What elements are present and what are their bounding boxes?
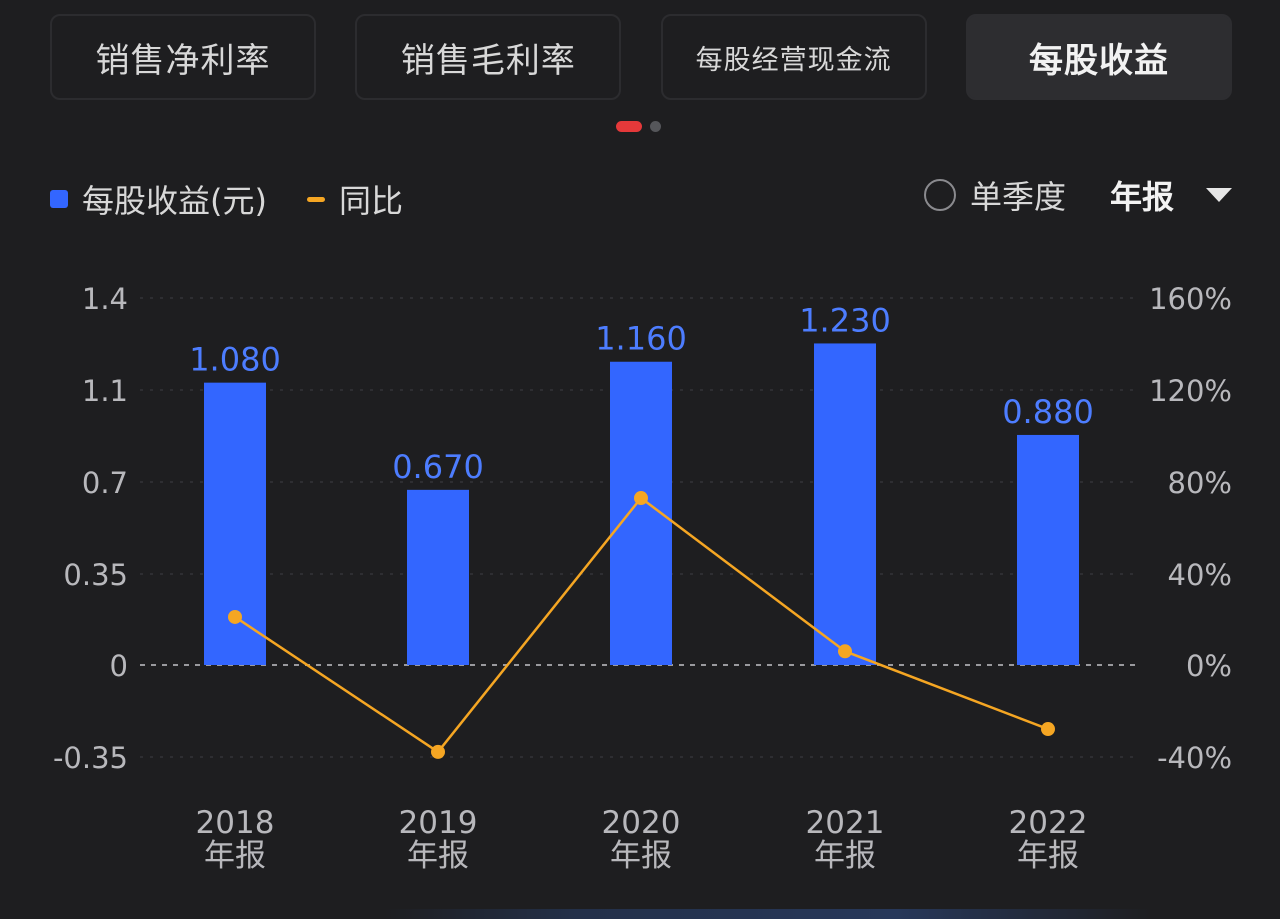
legend-bar-label: 每股收益(元) <box>82 182 267 220</box>
y-right-tick-label: 80% <box>1168 466 1232 500</box>
bar <box>1017 434 1079 665</box>
x-tick-label-sub: 年报 <box>1017 838 1079 874</box>
y-left-tick-label: 1.1 <box>82 374 128 408</box>
page-dot-active <box>616 121 642 132</box>
page-indicator <box>616 121 661 132</box>
x-tick-label-sub: 年报 <box>407 838 469 874</box>
y-left-tick-label: 0 <box>110 649 128 683</box>
bar-value-label: 1.160 <box>595 320 687 358</box>
yoy-point <box>838 644 852 659</box>
tab-operating-cash-flow-per-share[interactable]: 每股经营现金流 <box>660 14 927 100</box>
indicator-tabs: 销售净利率 销售毛利率 每股经营现金流 每股收益 <box>50 14 1232 102</box>
period-controls: 单季度 年报 <box>923 172 1232 218</box>
x-tick-label-sub: 年报 <box>204 838 266 874</box>
yoy-point <box>1041 722 1055 737</box>
yoy-point <box>431 744 445 759</box>
yoy-point <box>634 491 648 506</box>
legend-line-swatch <box>306 196 325 202</box>
triangle-down-icon[interactable] <box>1206 188 1232 202</box>
tab-eps[interactable]: 每股收益 <box>965 14 1232 100</box>
x-tick-label-sub: 年报 <box>610 838 672 874</box>
x-tick-label-sub: 年报 <box>814 838 876 874</box>
chart-legend: 每股收益(元) 同比 <box>50 176 403 222</box>
legend-bar-swatch <box>50 190 68 208</box>
y-right-tick-label: 40% <box>1168 558 1232 592</box>
page-dot <box>650 121 661 132</box>
x-tick-label: 2020 <box>602 805 681 841</box>
y-left-tick-label: 0.35 <box>63 558 128 592</box>
bar-value-label: 0.880 <box>1002 393 1094 431</box>
bar-value-label: 1.080 <box>189 341 281 379</box>
x-tick-label: 2021 <box>806 805 885 841</box>
radio-unchecked-icon[interactable] <box>923 179 956 211</box>
legend-line-label: 同比 <box>338 182 403 220</box>
x-tick-label: 2022 <box>1009 805 1088 841</box>
x-tick-label: 2018 <box>196 805 275 841</box>
bar-value-label: 1.230 <box>799 301 891 339</box>
bar-value-label: 0.670 <box>392 448 484 486</box>
y-right-tick-label: 0% <box>1186 649 1232 683</box>
y-left-tick-label: -0.35 <box>53 741 128 775</box>
bar <box>814 343 876 665</box>
x-tick-label: 2019 <box>399 805 478 841</box>
y-left-tick-label: 1.4 <box>82 282 128 316</box>
quarter-option-label[interactable]: 单季度 <box>969 178 1066 216</box>
y-left-tick-label: 0.7 <box>82 466 128 500</box>
y-right-tick-label: 120% <box>1149 374 1232 408</box>
y-right-tick-label: -40% <box>1157 741 1232 775</box>
bottom-panel-edge <box>0 909 1280 919</box>
tab-gross-profit-margin[interactable]: 销售毛利率 <box>355 14 622 100</box>
tab-net-profit-margin[interactable]: 销售净利率 <box>50 14 316 100</box>
period-selector-label[interactable]: 年报 <box>1109 178 1174 216</box>
yoy-point <box>228 609 242 624</box>
bar <box>407 489 469 665</box>
y-right-tick-label: 160% <box>1149 282 1232 316</box>
